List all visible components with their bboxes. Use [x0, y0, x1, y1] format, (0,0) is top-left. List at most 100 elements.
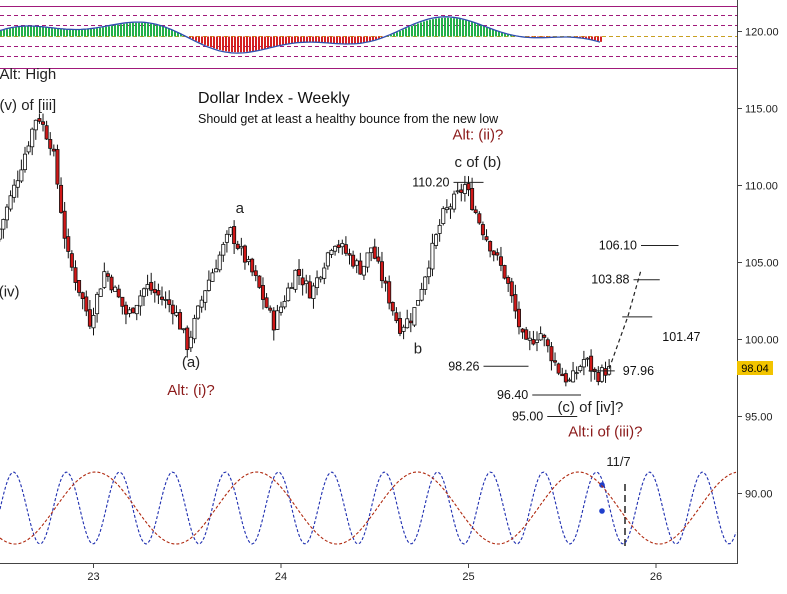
osc-bar-positive	[141, 22, 143, 37]
osc-bar-negative	[243, 36, 245, 53]
osc-bar-positive	[177, 32, 179, 37]
candle-up	[419, 288, 424, 301]
candle-up	[354, 260, 359, 266]
candle-up	[278, 306, 283, 313]
candle-down	[545, 339, 550, 347]
candle-down	[253, 270, 258, 276]
osc-bar-negative	[276, 36, 278, 46]
candle-down	[149, 281, 154, 291]
osc-bar-negative	[207, 36, 209, 47]
cycle-panel	[0, 471, 737, 550]
candle-down	[235, 243, 240, 249]
candle-down	[390, 302, 395, 312]
osc-bar-negative	[198, 36, 200, 43]
osc-bar-positive	[153, 24, 155, 37]
candle-down	[553, 360, 558, 363]
osc-bar-negative	[300, 36, 302, 43]
candle-up	[538, 333, 543, 341]
osc-bar-positive	[477, 24, 479, 37]
candle-up	[113, 286, 118, 292]
osc-bar-positive	[135, 22, 137, 37]
osc-bar-positive	[438, 18, 440, 37]
candle-down	[477, 213, 482, 224]
candle-up	[426, 267, 431, 278]
osc-bar-negative	[363, 36, 365, 43]
candle-up	[138, 295, 143, 307]
candle-up	[369, 247, 374, 254]
osc-bar-negative	[189, 36, 191, 38]
wave-label: Alt: (ii)?	[452, 126, 503, 143]
osc-bar-positive	[30, 26, 32, 37]
level-label: 101.47	[662, 330, 700, 344]
osc-bar-negative	[330, 36, 332, 43]
osc-bar-negative	[336, 36, 338, 44]
candle-down	[156, 290, 161, 296]
level-label: 96.40	[497, 388, 528, 402]
wave-label: (v) of [iii]	[0, 97, 56, 114]
candle-down	[170, 304, 175, 315]
last-price-box	[737, 361, 773, 375]
candle-up	[163, 299, 168, 301]
osc-bar-positive	[36, 26, 38, 37]
osc-bar-positive	[102, 27, 104, 37]
oscillator-histogram	[0, 17, 602, 53]
candle-up	[26, 145, 31, 153]
osc-bar-positive	[453, 18, 455, 37]
candle-up	[401, 326, 406, 332]
candle-down	[351, 254, 356, 267]
osc-bar-positive	[75, 29, 77, 37]
candle-down	[116, 288, 121, 298]
wave-label: c of (b)	[455, 154, 502, 171]
candle-up	[423, 276, 428, 290]
candle-up	[599, 367, 604, 382]
osc-bar-negative	[375, 36, 377, 40]
candle-down	[271, 310, 276, 331]
osc-bar-positive	[168, 28, 170, 37]
candle-down	[232, 226, 237, 245]
osc-bar-positive	[171, 29, 173, 37]
candle-down	[520, 328, 525, 333]
osc-bar-positive	[156, 24, 158, 37]
osc-bar-negative	[357, 36, 359, 44]
osc-bar-positive	[48, 27, 50, 37]
osc-bar-negative	[291, 36, 293, 44]
candle-down	[167, 299, 172, 305]
osc-bar-negative	[222, 36, 224, 51]
candle-down	[513, 294, 518, 312]
candle-up	[315, 277, 320, 289]
candle-up	[228, 227, 233, 236]
osc-bar-negative	[204, 36, 206, 45]
candle-up	[441, 208, 446, 224]
candle-down	[307, 281, 312, 299]
osc-bar-negative	[327, 36, 329, 43]
y-tick-label: 90.00	[745, 489, 773, 501]
candle-up	[127, 309, 132, 314]
osc-bar-negative	[225, 36, 227, 52]
candle-up	[199, 299, 204, 308]
osc-bar-positive	[3, 30, 5, 37]
osc-bar-negative	[270, 36, 272, 48]
candle-up	[0, 228, 2, 240]
osc-bar-positive	[165, 27, 167, 37]
wave-label: 11/7	[606, 454, 630, 469]
osc-bar-positive	[507, 33, 509, 37]
candle-down	[387, 281, 392, 304]
osc-bar-negative	[228, 36, 230, 52]
osc-bar-negative	[273, 36, 275, 47]
candle-down	[466, 183, 471, 191]
cycle-wave-long	[0, 471, 737, 545]
osc-bar-positive	[420, 22, 422, 37]
candle-up	[217, 254, 222, 271]
candle-down	[250, 258, 255, 273]
candle-up	[325, 252, 330, 267]
candle-down	[160, 296, 165, 300]
osc-bar-positive	[480, 25, 482, 37]
candle-down	[268, 307, 273, 311]
candle-down	[109, 276, 114, 291]
candle-up	[405, 318, 410, 329]
y-tick-label: 105.00	[745, 258, 779, 270]
osc-bar-negative	[366, 36, 368, 43]
osc-bar-negative	[282, 36, 284, 45]
chart-title: Dollar Index - Weekly	[198, 90, 350, 107]
